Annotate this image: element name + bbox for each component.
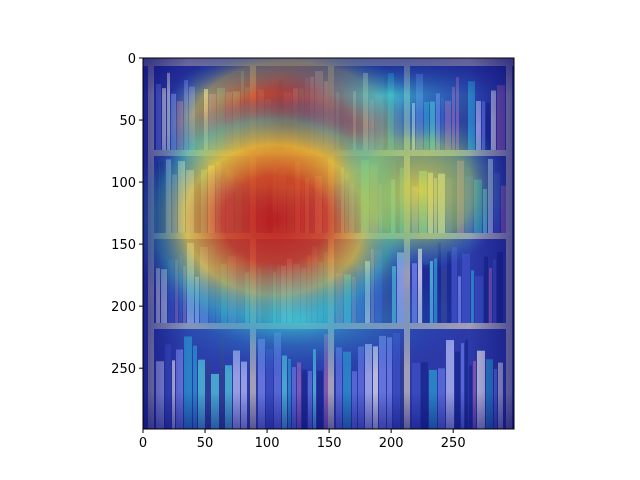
heat-overlay bbox=[143, 58, 514, 429]
x-tick-label: 100 bbox=[255, 436, 280, 451]
y-tick-label: 150 bbox=[111, 238, 136, 253]
plot-frame bbox=[142, 57, 515, 430]
y-tick-label: 100 bbox=[111, 176, 136, 191]
y-tick-label: 250 bbox=[111, 362, 136, 377]
x-tick-label: 150 bbox=[317, 436, 342, 451]
x-tick-label: 200 bbox=[379, 436, 404, 451]
y-tick-label: 0 bbox=[128, 52, 136, 67]
x-axis: 0 50 100 150 200 250 bbox=[139, 429, 466, 451]
x-tick-label: 250 bbox=[441, 436, 466, 451]
x-tick-label: 50 bbox=[197, 436, 214, 451]
y-tick-label: 50 bbox=[119, 114, 136, 129]
y-axis: 0 50 100 150 200 250 bbox=[111, 52, 143, 377]
heatmap-image bbox=[143, 58, 514, 429]
y-tick-label: 200 bbox=[111, 300, 136, 315]
x-tick-label: 0 bbox=[139, 436, 147, 451]
